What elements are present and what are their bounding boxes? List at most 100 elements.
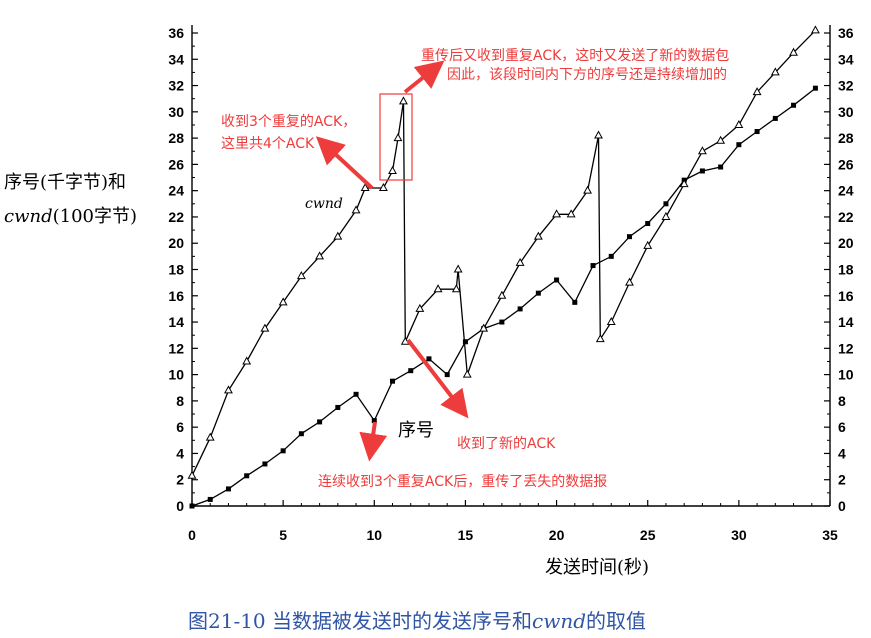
data-point [661,211,671,220]
series-label-seq: 序号 [398,420,434,441]
data-point [260,323,270,332]
y-tick-label-right: 34 [838,51,854,67]
data-point [399,96,408,105]
y-tick-label-right: 18 [838,262,854,278]
data-point [444,372,450,378]
data-point [390,378,396,384]
y-tick-label-right: 0 [838,498,846,514]
data-point [205,432,215,441]
series-cwnd [187,25,820,479]
data-point [408,368,414,374]
y-tick-label-left: 0 [176,498,184,514]
data-point [451,284,461,293]
x-tick-label: 35 [822,527,838,543]
data-point [770,67,780,76]
y-tick-label-left: 26 [168,156,184,172]
data-point [360,183,370,192]
data-point [554,277,560,283]
series-layer [187,25,820,509]
data-point [278,297,288,306]
figure-caption: 图21-10 当数据被发送时的发送序号和cwnd的取值 [188,609,646,633]
data-point [244,473,250,479]
y-axis-label-line2: cwnd(100字节) [4,206,137,227]
data-point [606,317,616,326]
y-tick-label-right: 24 [838,183,854,199]
figure-caption-tail: 的取值 [586,609,646,633]
annotation-retransmit-line2: 因此，该段时间内下方的序号还是持续增加的 [447,66,727,83]
data-point [262,461,268,467]
y-tick-label-right: 28 [838,130,854,146]
data-point [663,201,669,207]
y-tick-label-right: 32 [838,78,854,94]
data-point [533,231,543,240]
data-point [378,183,388,192]
y-tick-label-right: 16 [838,288,854,304]
data-point [718,164,724,170]
annotation-arrow-new-ack [406,338,469,419]
data-point [535,290,541,296]
data-point [353,391,359,397]
data-point [625,277,634,286]
data-point [679,179,689,188]
data-point [335,404,341,410]
data-point [317,419,323,425]
data-point [590,263,596,269]
y-tick-label-left: 14 [168,314,184,330]
y-tick-label-left: 12 [168,340,184,356]
y-tick-label-right: 36 [838,25,854,41]
y-axis-label-line1: 序号(千字节)和 [4,172,126,193]
y-tick-label-right: 30 [838,104,854,120]
y-tick-label-left: 36 [168,25,184,41]
data-point [207,496,213,502]
y-tick-label-left: 28 [168,130,184,146]
annotation-retransmit-line1: 重传后又收到重复ACK，这时又发送了新的数据包 [421,47,729,64]
x-tick-label: 15 [458,527,474,543]
annotation-arrow-fast-retransmit [359,421,388,462]
x-tick-label: 0 [188,527,196,543]
x-tick-label: 5 [279,527,287,543]
axes [191,25,831,507]
y-tick-label-left: 34 [168,51,184,67]
annotation-dup-acks-line1: 收到3个重复的ACK， [221,113,356,130]
data-point [426,356,432,362]
series-line [191,29,816,477]
annotation-arrow-retransmit [403,60,445,94]
series-label-cwnd: cwnd [305,196,343,212]
data-point [608,253,614,259]
y-axis-label-italic: cwnd [4,206,53,227]
data-point [789,47,798,56]
y-tick-label-right: 10 [838,367,854,383]
annotation-new-ack: 收到了新的ACK [457,436,556,452]
x-tick-label: 20 [549,527,565,543]
data-point [225,486,231,492]
data-point [699,168,705,174]
data-point [594,130,603,139]
data-point [462,339,468,345]
x-tick-label: 10 [366,527,382,543]
x-tick-label: 25 [640,527,656,543]
data-point [280,448,286,454]
series-sequence [189,85,818,509]
y-tick-label-right: 8 [838,393,846,409]
data-point [734,119,744,128]
data-point [371,418,377,424]
data-point [497,290,507,299]
y-tick-label-right: 4 [838,445,846,461]
y-tick-label-left: 24 [168,183,184,199]
figure-caption-main: 图21-10 当数据被发送时的发送序号和 [188,609,532,633]
data-point [643,240,653,249]
y-tick-label-left: 6 [176,419,184,435]
data-point [752,87,762,96]
data-point [453,264,463,273]
data-point [433,284,443,293]
y-tick-label-left: 8 [176,393,184,409]
y-tick-label-right: 22 [838,209,854,225]
y-tick-label-left: 22 [168,209,184,225]
y-tick-label-left: 18 [168,262,184,278]
y-tick-label-right: 26 [838,156,854,172]
data-point [224,385,233,394]
y-tick-label-right: 12 [838,340,854,356]
data-point [595,334,605,343]
